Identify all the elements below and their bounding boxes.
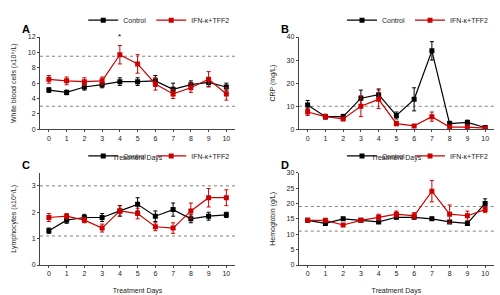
svg-text:3: 3 (100, 270, 104, 277)
svg-text:6: 6 (32, 80, 36, 87)
svg-text:0: 0 (306, 270, 310, 277)
svg-text:A: A (22, 23, 30, 35)
svg-text:8: 8 (448, 270, 452, 277)
svg-text:4: 4 (377, 270, 381, 277)
svg-text:6: 6 (412, 270, 416, 277)
svg-text:1: 1 (32, 235, 36, 242)
svg-text:0: 0 (290, 261, 294, 268)
svg-text:B: B (281, 23, 289, 35)
svg-text:1: 1 (323, 270, 327, 277)
svg-text:3: 3 (359, 270, 363, 277)
svg-text:2: 2 (341, 135, 345, 142)
svg-text:7: 7 (171, 270, 175, 277)
svg-text:3: 3 (32, 182, 36, 189)
svg-text:2: 2 (32, 209, 36, 216)
svg-text:7: 7 (171, 135, 175, 142)
svg-text:9: 9 (207, 270, 211, 277)
svg-text:IFN-κ+TFF2: IFN-κ+TFF2 (191, 17, 229, 24)
svg-text:Hemoglobin (g/L): Hemoglobin (g/L) (269, 192, 277, 246)
svg-text:10: 10 (287, 231, 295, 238)
svg-text:5: 5 (136, 135, 140, 142)
svg-text:5: 5 (290, 246, 294, 253)
svg-text:4: 4 (118, 270, 122, 277)
svg-text:2: 2 (32, 110, 36, 117)
svg-text:10: 10 (28, 49, 36, 56)
svg-text:Treatment Days: Treatment Days (372, 154, 422, 162)
svg-text:D: D (281, 159, 289, 171)
svg-text:10: 10 (287, 103, 295, 110)
svg-text:0: 0 (47, 270, 51, 277)
svg-text:6: 6 (412, 135, 416, 142)
svg-text:10: 10 (222, 270, 230, 277)
svg-text:25: 25 (287, 185, 295, 192)
svg-text:*: * (118, 32, 121, 41)
svg-text:Lymphocytes (x10⁹/L): Lymphocytes (x10⁹/L) (10, 185, 18, 253)
svg-text:Treatment Days: Treatment Days (113, 287, 163, 295)
svg-text:9: 9 (207, 135, 211, 142)
svg-text:Control: Control (123, 153, 146, 160)
svg-text:40: 40 (287, 33, 295, 40)
svg-text:12: 12 (28, 33, 36, 40)
svg-text:0: 0 (290, 126, 294, 133)
svg-text:10: 10 (481, 135, 489, 142)
svg-text:CRP (mg/L): CRP (mg/L) (269, 65, 277, 102)
svg-text:10: 10 (222, 135, 230, 142)
svg-text:4: 4 (32, 95, 36, 102)
svg-text:30: 30 (287, 57, 295, 64)
svg-text:0: 0 (32, 126, 36, 133)
svg-text:5: 5 (136, 270, 140, 277)
svg-text:3: 3 (100, 135, 104, 142)
svg-text:2: 2 (82, 135, 86, 142)
svg-text:9: 9 (465, 270, 469, 277)
svg-text:Control: Control (123, 17, 146, 24)
svg-text:IFN-κ+TFF2: IFN-κ+TFF2 (191, 153, 229, 160)
svg-text:1: 1 (323, 135, 327, 142)
svg-text:10: 10 (481, 270, 489, 277)
svg-text:8: 8 (32, 64, 36, 71)
svg-text:1: 1 (65, 135, 69, 142)
svg-text:IFN-κ+TFF2: IFN-κ+TFF2 (450, 153, 488, 160)
svg-text:20: 20 (287, 80, 295, 87)
svg-text:0: 0 (47, 135, 51, 142)
svg-text:9: 9 (465, 135, 469, 142)
svg-text:15: 15 (287, 215, 295, 222)
svg-text:White blood cells (x10⁹/L): White blood cells (x10⁹/L) (10, 43, 18, 123)
svg-text:5: 5 (394, 135, 398, 142)
svg-text:2: 2 (341, 270, 345, 277)
svg-text:C: C (22, 159, 30, 171)
svg-text:Treatment Days: Treatment Days (113, 154, 163, 162)
svg-text:4: 4 (377, 135, 381, 142)
svg-text:0: 0 (306, 135, 310, 142)
svg-text:IFN-κ+TFF2: IFN-κ+TFF2 (450, 17, 488, 24)
svg-text:8: 8 (448, 135, 452, 142)
svg-text:1: 1 (65, 270, 69, 277)
svg-text:7: 7 (430, 270, 434, 277)
svg-text:5: 5 (394, 270, 398, 277)
svg-text:2: 2 (82, 270, 86, 277)
svg-text:0: 0 (32, 261, 36, 268)
svg-text:8: 8 (189, 270, 193, 277)
svg-text:20: 20 (287, 200, 295, 207)
svg-text:Control: Control (382, 153, 405, 160)
svg-text:6: 6 (153, 270, 157, 277)
svg-text:4: 4 (118, 135, 122, 142)
svg-text:30: 30 (287, 169, 295, 176)
svg-text:6: 6 (153, 135, 157, 142)
svg-text:3: 3 (359, 135, 363, 142)
svg-text:7: 7 (430, 135, 434, 142)
svg-text:Control: Control (382, 17, 405, 24)
svg-text:8: 8 (189, 135, 193, 142)
svg-text:Treatment Days: Treatment Days (372, 287, 422, 295)
